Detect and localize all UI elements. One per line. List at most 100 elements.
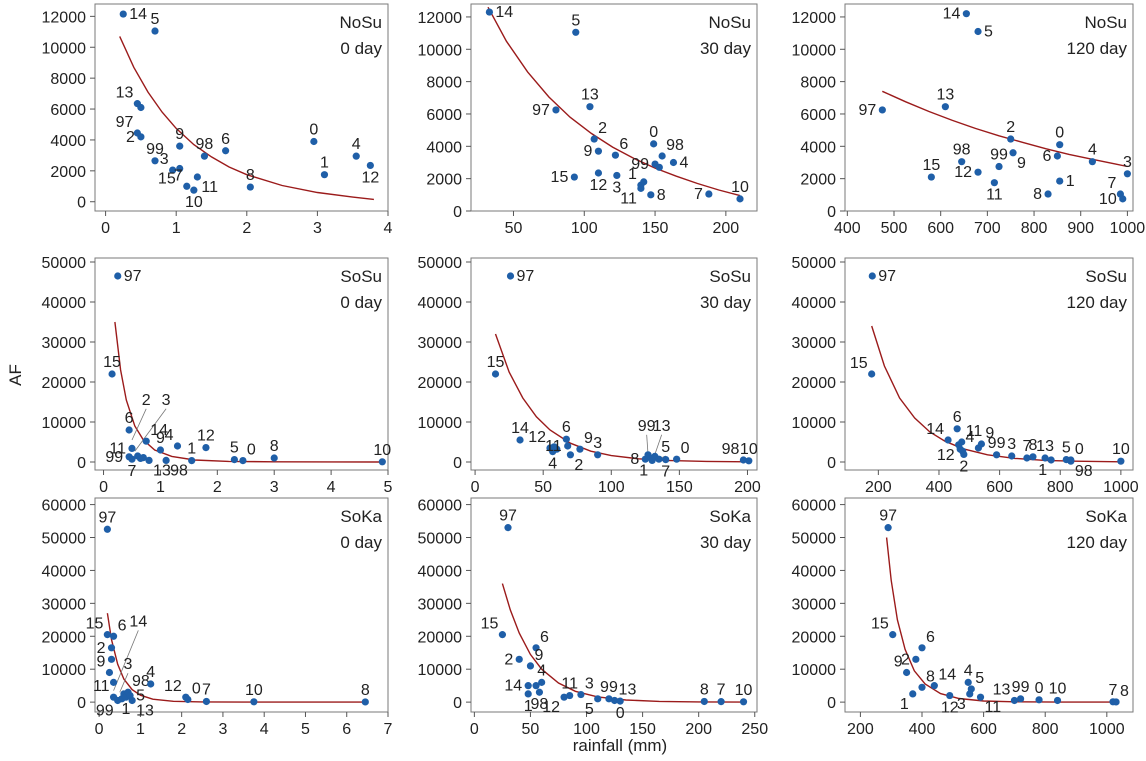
plot-frame bbox=[470, 257, 758, 471]
y-tick-label: 6000 bbox=[800, 107, 836, 124]
data-point bbox=[1009, 149, 1017, 157]
point-label: 1 bbox=[187, 441, 196, 458]
data-point bbox=[498, 631, 507, 639]
point-label: 12 bbox=[528, 429, 546, 446]
data-point bbox=[535, 688, 544, 696]
x-tick-label: 0 bbox=[99, 479, 108, 496]
data-point bbox=[977, 440, 986, 448]
data-point bbox=[616, 697, 624, 705]
panel-title: SoSu bbox=[340, 267, 382, 286]
data-point bbox=[946, 691, 954, 700]
y-tick-label: 60000 bbox=[792, 498, 837, 515]
point-label: 13 bbox=[581, 87, 599, 104]
plot-frame bbox=[94, 257, 389, 471]
point-label: 2 bbox=[142, 392, 151, 409]
data-point bbox=[967, 685, 975, 693]
data-point bbox=[745, 457, 753, 465]
point-label: 15 bbox=[871, 616, 889, 633]
y-tick-label: 10000 bbox=[418, 42, 463, 59]
data-point bbox=[990, 179, 998, 187]
y-tick-label: 40000 bbox=[792, 563, 837, 580]
data-point bbox=[169, 166, 177, 174]
point-label: 4 bbox=[165, 427, 174, 444]
data-point bbox=[976, 693, 985, 701]
point-label: 97 bbox=[859, 102, 877, 119]
point-label: 3 bbox=[124, 656, 133, 673]
x-tick-label: 100 bbox=[571, 220, 598, 237]
point-label: 97 bbox=[879, 508, 897, 525]
data-point bbox=[700, 697, 708, 706]
point-label: 12 bbox=[542, 699, 560, 716]
point-label: 8 bbox=[1033, 186, 1042, 203]
point-label: 99 bbox=[600, 679, 618, 696]
y-tick-label: 30000 bbox=[418, 596, 463, 613]
point-label: 1 bbox=[121, 701, 130, 718]
y-tick-label: 2000 bbox=[800, 172, 836, 189]
point-label: 15 bbox=[103, 354, 121, 371]
point-label: 0 bbox=[192, 680, 201, 697]
x-tick-label: 0 bbox=[470, 721, 479, 738]
fit-curve bbox=[885, 537, 1117, 703]
x-tick-label: 4 bbox=[260, 721, 269, 738]
x-tick-label: 150 bbox=[642, 220, 669, 237]
data-point bbox=[552, 106, 560, 114]
point-label: 9 bbox=[175, 126, 184, 143]
data-point bbox=[613, 171, 621, 180]
data-point bbox=[147, 680, 155, 688]
point-label: 3 bbox=[1007, 436, 1016, 453]
data-point bbox=[570, 173, 578, 181]
x-tick-label: 800 bbox=[1032, 721, 1059, 738]
data-point bbox=[562, 435, 570, 443]
y-tick-label: 4000 bbox=[426, 139, 462, 156]
x-tick-label: 1 bbox=[136, 721, 145, 738]
panel-title: SoKa bbox=[709, 507, 751, 526]
point-label: 5 bbox=[661, 439, 670, 456]
data-point bbox=[515, 655, 523, 663]
point-label: 11 bbox=[201, 179, 218, 196]
data-point bbox=[1023, 454, 1031, 462]
point-label: 6 bbox=[562, 419, 571, 436]
data-point bbox=[142, 437, 150, 445]
data-point bbox=[960, 450, 968, 458]
y-tick-label: 6000 bbox=[426, 107, 462, 124]
point-label: 1 bbox=[1038, 462, 1047, 479]
data-point bbox=[532, 682, 540, 690]
x-tick-label: 0 bbox=[101, 220, 110, 237]
y-tick-label: 50000 bbox=[42, 255, 87, 272]
point-label: 13 bbox=[653, 418, 671, 435]
data-point bbox=[109, 632, 118, 640]
point-label: 13 bbox=[153, 462, 171, 479]
y-tick-label: 40000 bbox=[418, 295, 463, 312]
x-tick-label: 3 bbox=[270, 479, 279, 496]
data-point bbox=[549, 448, 557, 456]
point-label: 15 bbox=[481, 616, 499, 633]
point-label: 14 bbox=[495, 4, 513, 21]
point-label: 98 bbox=[953, 142, 971, 159]
point-label: 98 bbox=[196, 136, 214, 153]
point-label: 8 bbox=[1120, 683, 1129, 700]
data-point bbox=[1117, 457, 1125, 465]
data-point bbox=[1047, 456, 1055, 464]
point-label: 0 bbox=[649, 124, 658, 141]
point-label: 8 bbox=[1029, 437, 1038, 454]
data-point bbox=[650, 140, 658, 148]
point-label: 0 bbox=[1055, 125, 1064, 142]
y-tick-label: 10000 bbox=[42, 415, 87, 432]
data-point bbox=[532, 644, 540, 652]
point-label: 0 bbox=[1035, 680, 1044, 697]
data-point bbox=[119, 10, 127, 18]
x-tick-label: 400 bbox=[909, 721, 936, 738]
point-label: 1 bbox=[1066, 173, 1075, 190]
point-label: 6 bbox=[118, 617, 127, 634]
y-tick-label: 10000 bbox=[418, 662, 463, 679]
point-label: 11 bbox=[966, 423, 983, 440]
y-tick-label: 8000 bbox=[426, 75, 462, 92]
data-point bbox=[1029, 453, 1037, 461]
y-tick-label: 30000 bbox=[792, 596, 837, 613]
point-label: 97 bbox=[499, 508, 517, 525]
data-point bbox=[361, 698, 369, 706]
point-label: 2 bbox=[598, 120, 607, 137]
data-point bbox=[103, 631, 111, 639]
